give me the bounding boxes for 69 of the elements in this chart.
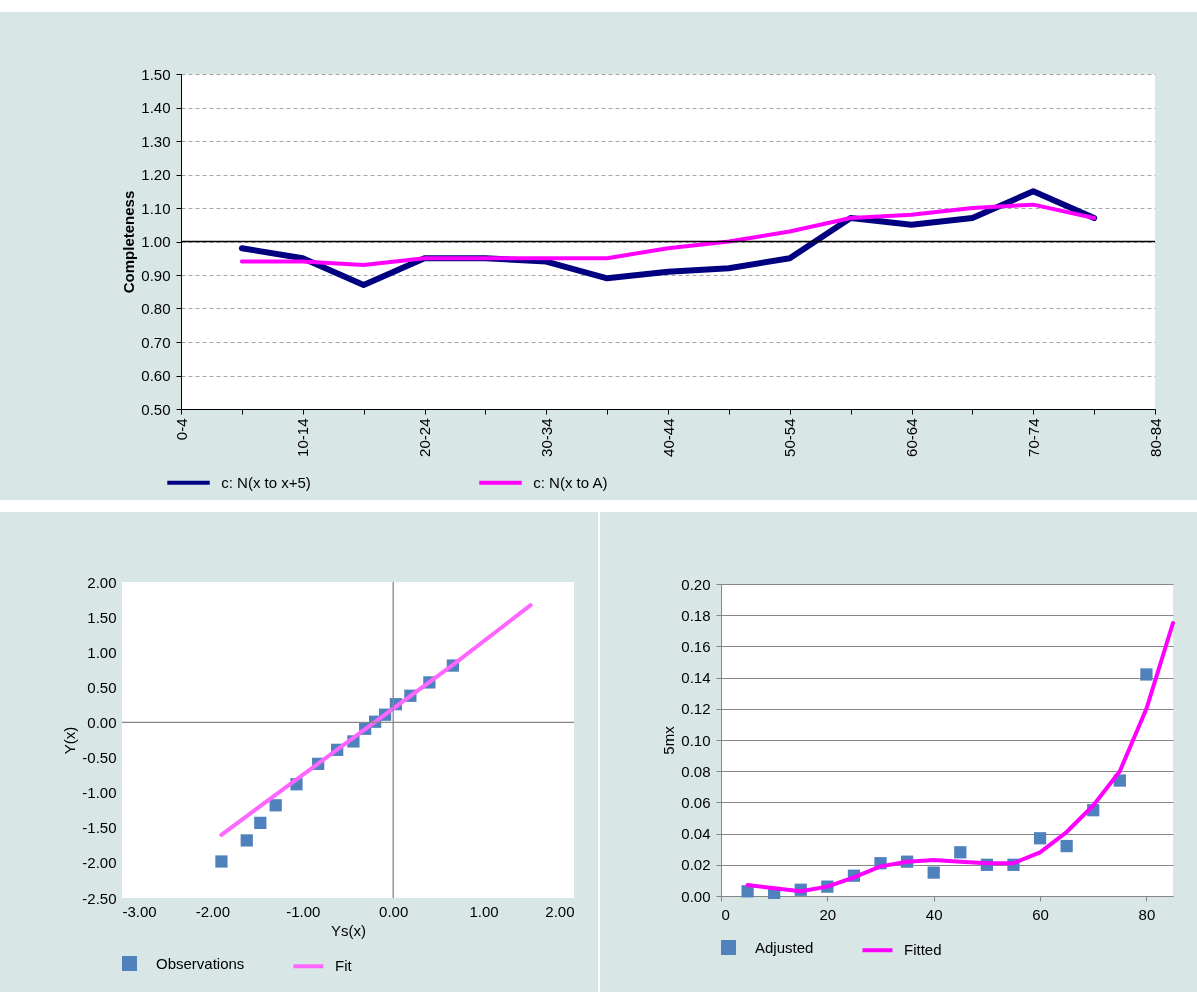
legend-label: c: N(x to x+5) [221, 473, 311, 491]
y-tick-label: 1.10 [141, 199, 171, 217]
point [927, 866, 940, 879]
x-tick-label: 60-64 [903, 418, 920, 457]
x-tick-label: 60 [1032, 905, 1049, 923]
y-tick-label: 0.00 [87, 713, 117, 731]
legend-label: Observations [156, 954, 245, 972]
y-tick-label: 0.18 [681, 606, 711, 624]
y-tick-label: 1.20 [141, 166, 171, 183]
point [1033, 832, 1047, 845]
y-tick-label: 1.50 [141, 65, 171, 83]
x-tick-label: 10-14 [294, 418, 312, 457]
x-tick-label: 20 [819, 905, 837, 923]
y-tick-label: 0.90 [141, 266, 171, 284]
y-tick-label: -1.50 [82, 819, 117, 837]
y-tick-label: 2.00 [87, 573, 117, 591]
y-tick-label: -0.50 [82, 749, 117, 767]
x-tick-label: 80 [1138, 905, 1156, 923]
y-tick-label: 1.40 [141, 99, 171, 116]
x-tick-label: 40-44 [659, 418, 677, 457]
y-tick-label: 0.02 [681, 856, 711, 874]
x-tick-label: 80-84 [1146, 418, 1164, 457]
x-tick-label: -1.00 [286, 902, 321, 920]
y-tick-label: 0.20 [681, 575, 711, 593]
y-axis-title: 5mx [660, 725, 678, 755]
y-tick-label: 0.08 [681, 762, 711, 780]
x-tick-label: 0 [721, 905, 730, 923]
y-tick-label: 0.50 [141, 400, 171, 418]
y-tick-label: 0.12 [681, 700, 711, 718]
legend-label: Adjusted [755, 938, 814, 956]
y-tick-label: -2.50 [82, 889, 117, 907]
x-axis-title: Ys(x) [331, 921, 366, 939]
y-tick-label: 0.00 [681, 887, 711, 905]
x-tick-label: 1.00 [469, 902, 499, 920]
x-tick-label: -3.00 [122, 902, 157, 920]
y-tick-label: 1.00 [141, 233, 171, 250]
y-tick-label: 1.00 [87, 643, 117, 661]
y-tick-label: 0.04 [681, 825, 711, 843]
x-tick-label: -2.00 [195, 902, 230, 920]
legend-label: Fit [335, 957, 353, 975]
y-tick-label: 0.70 [141, 333, 171, 351]
x-tick-label: 0-4 [172, 418, 190, 441]
line-series [239, 202, 1097, 267]
x-tick-label: 70-74 [1024, 418, 1042, 457]
y-tick-label: 0.50 [87, 678, 117, 696]
y-tick-label: -2.00 [82, 854, 117, 872]
point [954, 846, 967, 859]
x-tick-label: 30-34 [537, 418, 555, 457]
y-tick-label: 0.80 [141, 300, 171, 317]
y-axis-title: Completeness [120, 190, 138, 294]
point [1140, 668, 1153, 681]
y-tick-label: -1.00 [82, 784, 117, 802]
y-tick-label: 1.30 [141, 132, 171, 150]
y-tick-label: 0.16 [681, 637, 711, 655]
y-tick-label: 0.14 [681, 669, 711, 687]
y-tick-label: 1.50 [87, 608, 117, 626]
x-tick-label: 2.00 [545, 902, 575, 920]
y-tick-label: 0.06 [681, 793, 711, 811]
x-tick-label: 20-24 [416, 418, 433, 457]
line-series [219, 603, 533, 837]
y-axis-title: Y(x) [61, 726, 79, 755]
point [1060, 839, 1073, 853]
y-tick-label: 0.60 [141, 367, 171, 384]
y-tick-label: 0.10 [681, 731, 711, 749]
legend-label: c: N(x to A) [533, 473, 608, 491]
x-tick-label: 40 [925, 905, 943, 923]
x-tick-label: 50-54 [781, 418, 799, 457]
legend-label: Fitted [904, 941, 942, 959]
x-tick-label: 0.00 [379, 902, 409, 920]
